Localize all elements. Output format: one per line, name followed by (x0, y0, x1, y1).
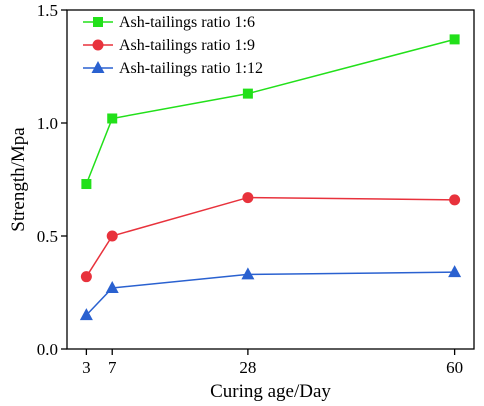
legend: Ash-tailings ratio 1:6 Ash-tailings ratio… (83, 14, 263, 77)
data-point (449, 34, 460, 45)
legend-marker (93, 17, 103, 27)
x-tick-label: 60 (446, 358, 463, 377)
data-point (448, 265, 462, 278)
series-2 (80, 192, 461, 283)
x-tick-label: 28 (239, 358, 256, 377)
series-3 (79, 265, 462, 321)
y-axis-title: Strength/Mpa (8, 127, 29, 232)
series-line (85, 271, 455, 316)
y-tick-label: 0.5 (37, 227, 58, 246)
data-point (105, 280, 119, 293)
legend-label: Ash-tailings ratio 1:9 (119, 37, 255, 54)
data-point (106, 230, 118, 242)
y-tick-label: 1.0 (37, 114, 58, 133)
series-layer (79, 34, 462, 321)
series-1 (81, 34, 460, 190)
series-line (85, 38, 455, 185)
plot-frame (66, 9, 475, 350)
series-line (85, 196, 455, 278)
legend-marker (91, 61, 105, 73)
data-point (79, 308, 93, 321)
data-point (107, 113, 118, 124)
legend-label: Ash-tailings ratio 1:12 (119, 60, 263, 77)
legend-item: Ash-tailings ratio 1:9 (83, 37, 255, 54)
legend-marker (92, 39, 104, 51)
legend-item: Ash-tailings ratio 1:12 (83, 60, 263, 77)
data-point (241, 267, 255, 280)
y-tick-label: 1.5 (37, 1, 58, 20)
axes-layer: 0.0 0.5 1.0 1.5 3 7 28 60 (37, 1, 475, 377)
x-tick-label: 7 (108, 358, 117, 377)
data-point (449, 194, 461, 206)
data-point (80, 271, 92, 283)
data-point (242, 192, 254, 204)
x-tick-label: 3 (82, 358, 91, 377)
legend-item: Ash-tailings ratio 1:6 (83, 14, 255, 31)
x-axis-title: Curing age/Day (210, 381, 331, 402)
legend-label: Ash-tailings ratio 1:6 (119, 14, 255, 31)
y-tick-label: 0.0 (37, 340, 58, 359)
data-point (242, 88, 253, 99)
data-point (81, 179, 92, 190)
